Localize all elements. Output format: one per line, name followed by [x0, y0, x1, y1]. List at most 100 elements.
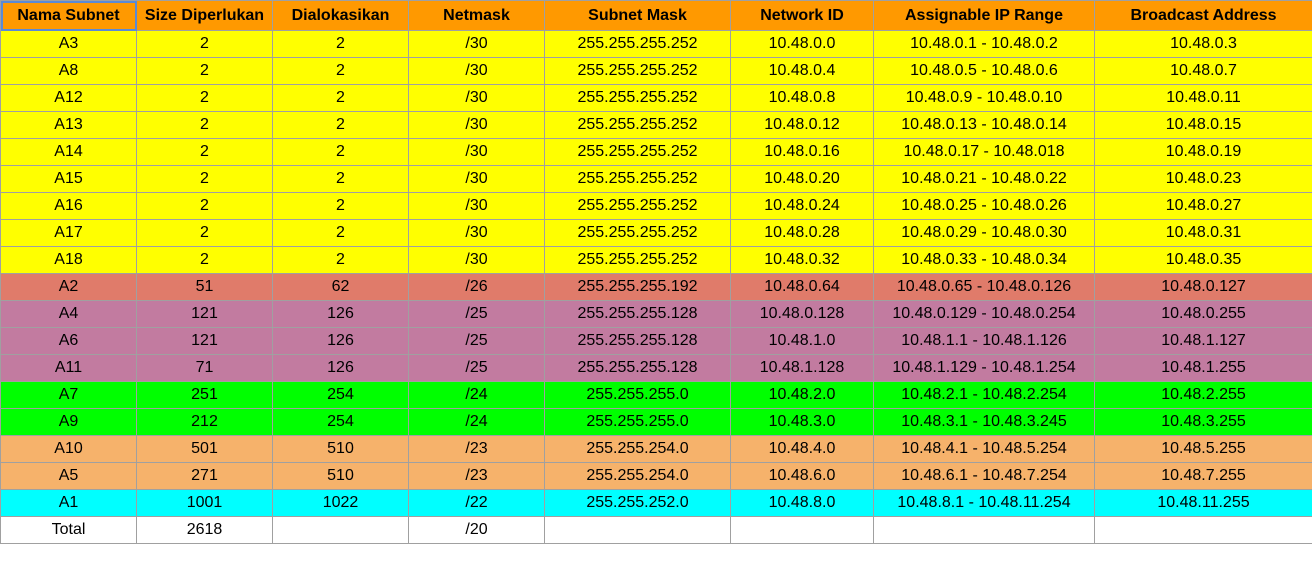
cell-nama-subnet[interactable]: A13	[0, 111, 137, 139]
cell-network-id[interactable]: 10.48.0.12	[730, 111, 874, 139]
cell-assignable-ip-range[interactable]: 10.48.6.1 - 10.48.7.254	[873, 462, 1095, 490]
cell-size-diperlukan[interactable]: 2	[136, 57, 273, 85]
total-cell-assignable-ip-range[interactable]	[873, 516, 1095, 544]
cell-network-id[interactable]: 10.48.1.0	[730, 327, 874, 355]
cell-dialokasikan[interactable]: 254	[272, 381, 409, 409]
cell-subnet-mask[interactable]: 255.255.255.252	[544, 165, 731, 193]
cell-size-diperlukan[interactable]: 51	[136, 273, 273, 301]
column-header-nama-subnet[interactable]: Nama Subnet	[0, 0, 137, 31]
cell-size-diperlukan[interactable]: 121	[136, 327, 273, 355]
cell-netmask[interactable]: /24	[408, 408, 545, 436]
cell-network-id[interactable]: 10.48.2.0	[730, 381, 874, 409]
cell-nama-subnet[interactable]: A10	[0, 435, 137, 463]
cell-network-id[interactable]: 10.48.0.8	[730, 84, 874, 112]
cell-subnet-mask[interactable]: 255.255.255.252	[544, 57, 731, 85]
cell-size-diperlukan[interactable]: 121	[136, 300, 273, 328]
cell-assignable-ip-range[interactable]: 10.48.0.129 - 10.48.0.254	[873, 300, 1095, 328]
cell-broadcast-address[interactable]: 10.48.2.255	[1094, 381, 1312, 409]
cell-assignable-ip-range[interactable]: 10.48.0.65 - 10.48.0.126	[873, 273, 1095, 301]
cell-dialokasikan[interactable]: 510	[272, 462, 409, 490]
column-header-network-id[interactable]: Network ID	[730, 0, 874, 31]
cell-subnet-mask[interactable]: 255.255.252.0	[544, 489, 731, 517]
cell-nama-subnet[interactable]: A1	[0, 489, 137, 517]
cell-netmask[interactable]: /30	[408, 138, 545, 166]
cell-broadcast-address[interactable]: 10.48.1.255	[1094, 354, 1312, 382]
cell-subnet-mask[interactable]: 255.255.255.128	[544, 354, 731, 382]
cell-dialokasikan[interactable]: 126	[272, 354, 409, 382]
cell-broadcast-address[interactable]: 10.48.0.127	[1094, 273, 1312, 301]
cell-dialokasikan[interactable]: 126	[272, 300, 409, 328]
cell-assignable-ip-range[interactable]: 10.48.3.1 - 10.48.3.245	[873, 408, 1095, 436]
cell-subnet-mask[interactable]: 255.255.255.252	[544, 30, 731, 58]
total-cell-subnet-mask[interactable]	[544, 516, 731, 544]
total-cell-dialokasikan[interactable]	[272, 516, 409, 544]
cell-subnet-mask[interactable]: 255.255.255.128	[544, 300, 731, 328]
cell-size-diperlukan[interactable]: 2	[136, 165, 273, 193]
cell-netmask[interactable]: /30	[408, 84, 545, 112]
cell-nama-subnet[interactable]: A12	[0, 84, 137, 112]
cell-network-id[interactable]: 10.48.0.20	[730, 165, 874, 193]
total-cell-nama-subnet[interactable]: Total	[0, 516, 137, 544]
cell-dialokasikan[interactable]: 2	[272, 84, 409, 112]
cell-netmask[interactable]: /30	[408, 192, 545, 220]
cell-network-id[interactable]: 10.48.0.28	[730, 219, 874, 247]
cell-broadcast-address[interactable]: 10.48.0.15	[1094, 111, 1312, 139]
cell-network-id[interactable]: 10.48.0.32	[730, 246, 874, 274]
cell-netmask[interactable]: /25	[408, 300, 545, 328]
cell-netmask[interactable]: /30	[408, 30, 545, 58]
cell-network-id[interactable]: 10.48.3.0	[730, 408, 874, 436]
cell-nama-subnet[interactable]: A3	[0, 30, 137, 58]
cell-netmask[interactable]: /22	[408, 489, 545, 517]
cell-size-diperlukan[interactable]: 501	[136, 435, 273, 463]
cell-size-diperlukan[interactable]: 2	[136, 138, 273, 166]
cell-network-id[interactable]: 10.48.0.4	[730, 57, 874, 85]
cell-subnet-mask[interactable]: 255.255.255.0	[544, 381, 731, 409]
cell-dialokasikan[interactable]: 2	[272, 111, 409, 139]
cell-nama-subnet[interactable]: A4	[0, 300, 137, 328]
cell-network-id[interactable]: 10.48.0.64	[730, 273, 874, 301]
cell-dialokasikan[interactable]: 2	[272, 246, 409, 274]
cell-dialokasikan[interactable]: 2	[272, 57, 409, 85]
cell-broadcast-address[interactable]: 10.48.0.23	[1094, 165, 1312, 193]
cell-subnet-mask[interactable]: 255.255.255.252	[544, 111, 731, 139]
cell-broadcast-address[interactable]: 10.48.1.127	[1094, 327, 1312, 355]
cell-size-diperlukan[interactable]: 71	[136, 354, 273, 382]
cell-subnet-mask[interactable]: 255.255.255.0	[544, 408, 731, 436]
cell-assignable-ip-range[interactable]: 10.48.1.1 - 10.48.1.126	[873, 327, 1095, 355]
column-header-netmask[interactable]: Netmask	[408, 0, 545, 31]
total-cell-netmask[interactable]: /20	[408, 516, 545, 544]
cell-broadcast-address[interactable]: 10.48.5.255	[1094, 435, 1312, 463]
cell-subnet-mask[interactable]: 255.255.255.252	[544, 84, 731, 112]
cell-nama-subnet[interactable]: A18	[0, 246, 137, 274]
cell-subnet-mask[interactable]: 255.255.255.192	[544, 273, 731, 301]
cell-subnet-mask[interactable]: 255.255.255.252	[544, 246, 731, 274]
total-cell-broadcast-address[interactable]	[1094, 516, 1312, 544]
cell-network-id[interactable]: 10.48.0.16	[730, 138, 874, 166]
cell-broadcast-address[interactable]: 10.48.0.31	[1094, 219, 1312, 247]
cell-nama-subnet[interactable]: A17	[0, 219, 137, 247]
cell-nama-subnet[interactable]: A8	[0, 57, 137, 85]
cell-size-diperlukan[interactable]: 2	[136, 111, 273, 139]
cell-broadcast-address[interactable]: 10.48.0.11	[1094, 84, 1312, 112]
cell-dialokasikan[interactable]: 2	[272, 219, 409, 247]
cell-subnet-mask[interactable]: 255.255.255.128	[544, 327, 731, 355]
cell-nama-subnet[interactable]: A2	[0, 273, 137, 301]
cell-size-diperlukan[interactable]: 251	[136, 381, 273, 409]
cell-netmask[interactable]: /30	[408, 165, 545, 193]
cell-size-diperlukan[interactable]: 212	[136, 408, 273, 436]
cell-size-diperlukan[interactable]: 1001	[136, 489, 273, 517]
cell-size-diperlukan[interactable]: 2	[136, 30, 273, 58]
cell-netmask[interactable]: /24	[408, 381, 545, 409]
cell-broadcast-address[interactable]: 10.48.0.7	[1094, 57, 1312, 85]
cell-dialokasikan[interactable]: 1022	[272, 489, 409, 517]
total-cell-network-id[interactable]	[730, 516, 874, 544]
cell-assignable-ip-range[interactable]: 10.48.0.25 - 10.48.0.26	[873, 192, 1095, 220]
cell-nama-subnet[interactable]: A15	[0, 165, 137, 193]
cell-dialokasikan[interactable]: 2	[272, 165, 409, 193]
cell-size-diperlukan[interactable]: 2	[136, 192, 273, 220]
cell-netmask[interactable]: /25	[408, 327, 545, 355]
cell-assignable-ip-range[interactable]: 10.48.2.1 - 10.48.2.254	[873, 381, 1095, 409]
cell-assignable-ip-range[interactable]: 10.48.8.1 - 10.48.11.254	[873, 489, 1095, 517]
cell-netmask[interactable]: /23	[408, 462, 545, 490]
cell-broadcast-address[interactable]: 10.48.11.255	[1094, 489, 1312, 517]
